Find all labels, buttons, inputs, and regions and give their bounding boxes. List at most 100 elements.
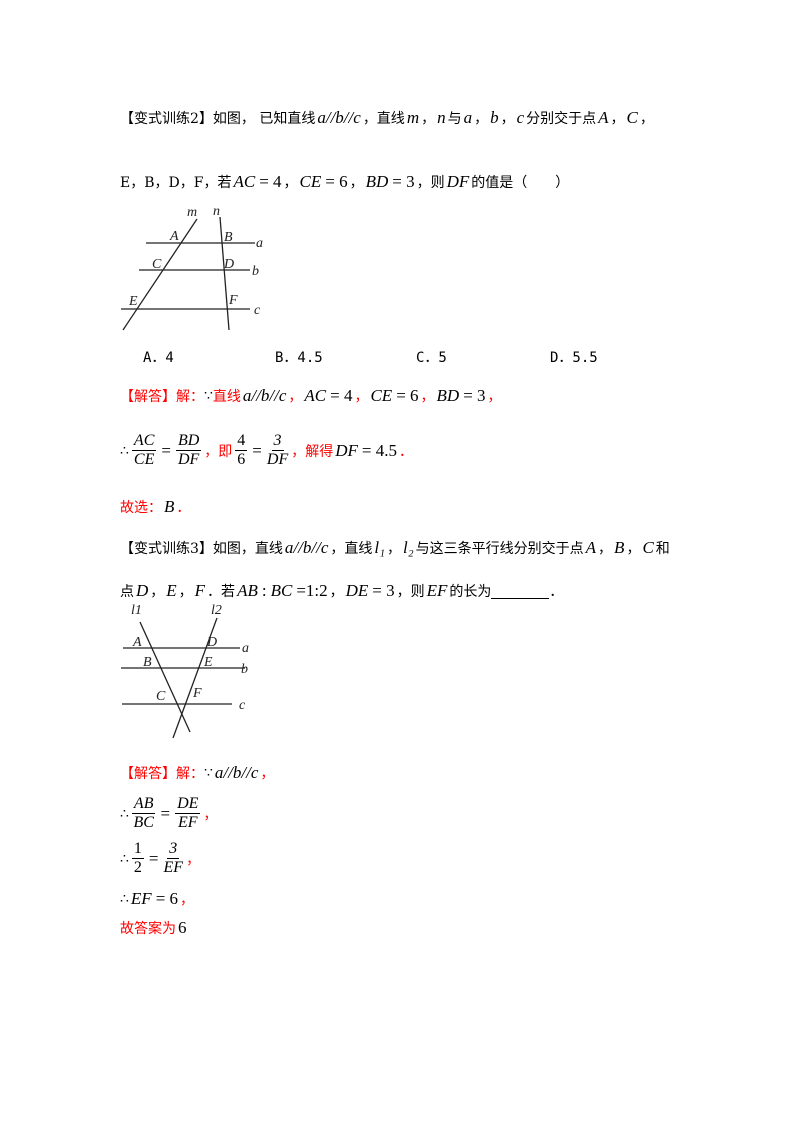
math-text: m (406, 108, 420, 127)
text: ， (487, 389, 502, 405)
math-text: AC (304, 386, 327, 405)
text: ， (288, 389, 303, 405)
math-text: BC (270, 581, 293, 600)
text: ，则 (396, 584, 425, 600)
option-c: C．5 (416, 350, 447, 366)
text: ， (283, 175, 298, 191)
option-b: B．4.5 (275, 350, 323, 366)
text: 与 (447, 111, 462, 127)
text: ， (610, 111, 625, 127)
text: ， (150, 584, 165, 600)
text: ．若 (207, 584, 236, 600)
fraction-part: AC (131, 432, 157, 451)
line-m (122, 218, 198, 331)
fraction-part: EF (163, 859, 184, 876)
math-text: = 6 (396, 386, 419, 405)
label: C (156, 689, 166, 704)
math-text: b (490, 108, 499, 127)
math-text: A (598, 108, 609, 127)
label: D (223, 257, 234, 272)
math-text: =1:2 (296, 581, 328, 600)
math-text: CE (370, 386, 393, 405)
text: ， (354, 389, 369, 405)
label: c (239, 698, 246, 713)
fraction-part: BC (133, 814, 154, 831)
text-line: E，B，D，F，若 AC = 4， CE = 6， BD = 3 ，则 DF 的值是（ ） (120, 172, 569, 192)
fraction: 3 EF (164, 840, 184, 877)
math-text: = 3 (372, 581, 395, 600)
math-text: = 3 (463, 386, 486, 405)
line-l2 (172, 617, 218, 739)
math-text: DF (335, 440, 358, 460)
fraction-part: DF (266, 451, 289, 468)
line-n (219, 216, 230, 331)
text: 点 (120, 584, 134, 600)
fraction: DE EF (175, 795, 201, 832)
label: c (254, 303, 261, 318)
math-text: = (160, 803, 171, 823)
text: ， (387, 541, 402, 557)
label: E (203, 655, 213, 670)
math-text: : (261, 581, 267, 600)
math-text: BD (436, 386, 460, 405)
text: ，解得 (291, 443, 334, 460)
text: 分别交于点 (526, 111, 597, 127)
text: ， (474, 111, 489, 127)
fraction-part: DF (177, 451, 200, 468)
label: b (241, 662, 248, 677)
fraction-part: BD (175, 432, 202, 451)
label: a (256, 236, 263, 251)
label: A (132, 635, 142, 650)
text: ， (203, 806, 218, 823)
label: C (152, 257, 162, 272)
text: ，即 (204, 443, 233, 460)
math-text: C (642, 538, 654, 557)
math-text: = (252, 440, 262, 460)
text-line: ∴ AC CE = BD DF ，即 4 6 = 3 DF ，解得 DF = 4.5 ． (120, 432, 413, 469)
text: ， (639, 111, 654, 127)
math-text: E (166, 581, 177, 600)
text: 【变式训练3】如图，直线 (120, 541, 283, 557)
math-text: D (136, 581, 149, 600)
text: 故答案为 (120, 921, 176, 937)
math-text: a//b//c (214, 763, 259, 782)
text: ， (180, 892, 195, 908)
fraction-part: 2 (133, 859, 142, 876)
text: ． (176, 500, 191, 516)
fraction-part: 3 (271, 432, 284, 451)
fraction-part: 1 (131, 840, 144, 859)
text: 故选： (120, 500, 162, 516)
text-line: 故选： B ． (120, 497, 190, 517)
fraction-part: AB (131, 795, 156, 814)
math-text: = 3 (392, 172, 415, 191)
math-text: a (463, 108, 473, 127)
text: 【解答】解： (120, 766, 204, 782)
math-text: l₁ (374, 538, 386, 557)
math-text: = 4 (259, 172, 282, 191)
text-line: 【变式训练2】如图， 已知直线 a//b//c ，直线 m， n 与 a， b， c 分别交于点 A… (120, 108, 654, 128)
math-text: = 6 (325, 172, 348, 191)
text: ∴ (120, 442, 129, 459)
label: E (128, 294, 138, 309)
text: 【解答】解： (120, 389, 204, 405)
label: F (192, 686, 202, 701)
text: ，则 (416, 175, 445, 191)
text: 【变式训练2】如图， 已知直线 (120, 111, 316, 127)
label: b (252, 264, 259, 279)
text-line: 故答案为 6 (120, 918, 189, 938)
label: l2 (211, 603, 222, 618)
math-text: = 4.5 (361, 440, 397, 460)
text-line: 点 D， E， F ．若 AB: BC =1:2， DE = 3 ，则 EF 的长为． (120, 581, 563, 601)
label: m (187, 205, 197, 220)
math-text: 6 (178, 918, 187, 937)
math-text: n (437, 108, 446, 127)
text: 和 (655, 541, 670, 557)
text: ，直线 (330, 541, 373, 557)
math-text: a//b//c (284, 538, 329, 557)
math-text: AB (237, 581, 258, 600)
text: ， (626, 541, 641, 557)
math-text: B (614, 538, 625, 557)
text: E，B，D，F，若 (120, 175, 232, 191)
